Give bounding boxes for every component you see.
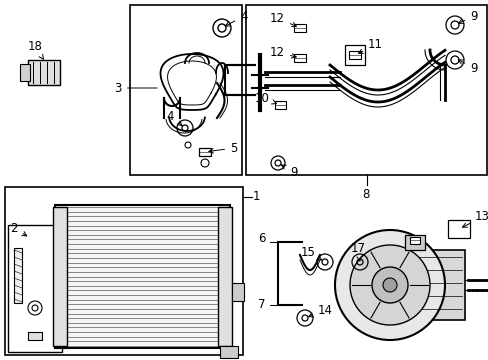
Bar: [274, 101, 285, 109]
Text: 12: 12: [269, 45, 296, 58]
Text: 4: 4: [166, 109, 182, 126]
Text: 5: 5: [208, 141, 237, 154]
Text: 8: 8: [361, 188, 368, 201]
Bar: [231, 283, 244, 301]
Bar: [345, 45, 364, 65]
Text: 2: 2: [10, 221, 27, 236]
Bar: [14, 248, 22, 303]
Bar: [53, 207, 67, 346]
Text: 7: 7: [258, 298, 265, 311]
Text: 9: 9: [458, 9, 476, 23]
Bar: [348, 51, 360, 59]
Bar: [409, 237, 419, 243]
Circle shape: [334, 230, 444, 340]
Bar: [293, 54, 305, 62]
Bar: [8, 225, 62, 352]
Text: 10: 10: [255, 91, 276, 104]
Text: 1: 1: [252, 190, 260, 203]
Text: 9: 9: [281, 165, 297, 179]
Circle shape: [371, 267, 407, 303]
Text: 9: 9: [457, 60, 476, 75]
Bar: [199, 148, 210, 156]
Bar: [20, 64, 30, 81]
Bar: [245, 5, 486, 175]
Bar: [404, 235, 424, 250]
Text: 18: 18: [27, 40, 43, 59]
Bar: [5, 187, 243, 355]
Bar: [293, 24, 305, 32]
Bar: [220, 346, 238, 358]
Text: 15: 15: [301, 246, 321, 260]
Text: 6: 6: [258, 231, 265, 244]
Text: 4: 4: [225, 9, 247, 26]
Text: 16: 16: [0, 359, 1, 360]
Text: 3: 3: [114, 81, 157, 94]
Text: 17: 17: [350, 242, 365, 261]
Circle shape: [382, 278, 396, 292]
Bar: [28, 332, 42, 340]
Text: 12: 12: [269, 12, 296, 27]
Bar: [447, 220, 469, 238]
Bar: [218, 207, 231, 346]
Circle shape: [349, 245, 429, 325]
Text: 11: 11: [358, 39, 382, 53]
Bar: [399, 250, 464, 320]
Bar: [28, 60, 60, 85]
Bar: [55, 205, 229, 348]
Text: 13: 13: [462, 211, 488, 227]
Bar: [130, 5, 242, 175]
Text: 14: 14: [308, 303, 332, 317]
